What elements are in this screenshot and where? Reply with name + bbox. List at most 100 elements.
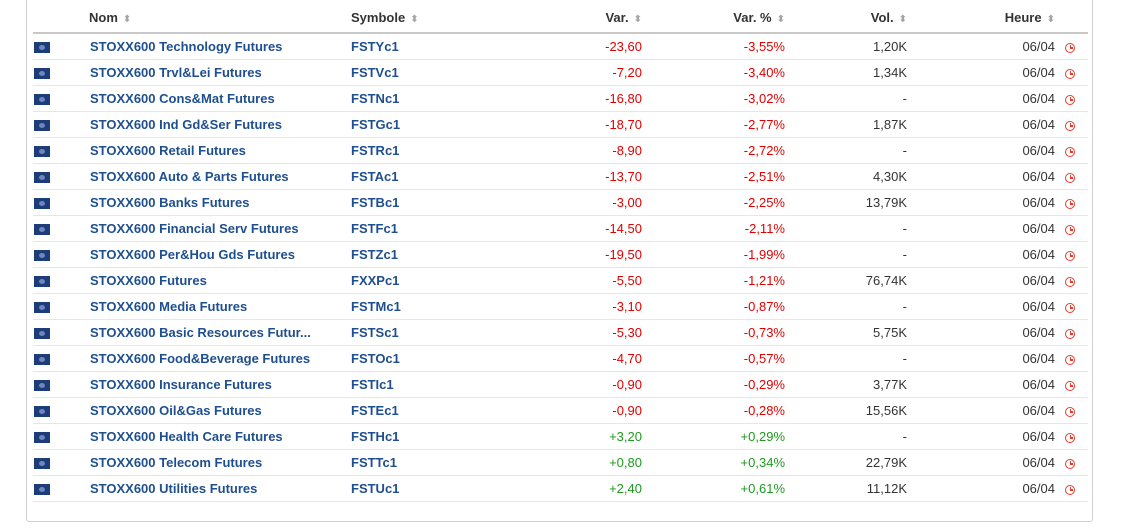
sort-icon[interactable]: ⬍ [1046, 13, 1055, 25]
symbol-link[interactable]: FSTMc1 [351, 293, 471, 320]
change-pct-value: +0,29% [642, 423, 785, 450]
symbol-link[interactable]: FSTBc1 [351, 189, 471, 216]
volume-value: - [785, 85, 907, 112]
clock-cell [1055, 241, 1088, 268]
time-value: 06/04 [907, 189, 1055, 216]
sort-desc-icon[interactable]: ⬍ [776, 13, 785, 25]
instrument-name-link[interactable]: STOXX600 Utilities Futures [89, 475, 351, 502]
clock-cell [1055, 371, 1088, 398]
header-volume[interactable]: Vol. ⬍ [785, 2, 907, 34]
symbol-link[interactable]: FSTUc1 [351, 475, 471, 502]
instrument-name-link[interactable]: STOXX600 Ind Gd&Ser Futures [89, 111, 351, 138]
symbol-link[interactable]: FSTGc1 [351, 111, 471, 138]
instrument-name-link[interactable]: STOXX600 Basic Resources Futur... [89, 319, 351, 346]
instrument-name-link[interactable]: STOXX600 Technology Futures [89, 33, 351, 60]
volume-value: - [785, 293, 907, 320]
instrument-name-link[interactable]: STOXX600 Financial Serv Futures [89, 215, 351, 242]
change-value: -5,50 [471, 267, 642, 294]
table-row: STOXX600 Food&Beverage Futures FSTOc1 -4… [33, 345, 1088, 372]
symbol-link[interactable]: FSTFc1 [351, 215, 471, 242]
time-value: 06/04 [907, 85, 1055, 112]
sort-icon[interactable]: ⬍ [633, 13, 642, 25]
time-value: 06/04 [907, 215, 1055, 242]
change-value: -5,30 [471, 319, 642, 346]
table-row: STOXX600 Oil&Gas Futures FSTEc1 -0,90 -0… [33, 397, 1088, 424]
symbol-link[interactable]: FSTTc1 [351, 449, 471, 476]
symbol-link[interactable]: FXXPc1 [351, 267, 471, 294]
flag-cell [33, 371, 89, 398]
change-value: -7,20 [471, 59, 642, 86]
header-name[interactable]: Nom ⬍ [89, 2, 351, 34]
table-row: STOXX600 Trvl&Lei Futures FSTVc1 -7,20 -… [33, 59, 1088, 86]
instrument-name-link[interactable]: STOXX600 Retail Futures [89, 137, 351, 164]
table-body: STOXX600 Technology Futures FSTYc1 -23,6… [33, 33, 1088, 502]
header-change[interactable]: Var. ⬍ [471, 2, 642, 34]
instrument-name-link[interactable]: STOXX600 Per&Hou Gds Futures [89, 241, 351, 268]
table-row: STOXX600 Financial Serv Futures FSTFc1 -… [33, 215, 1088, 242]
change-value: -19,50 [471, 241, 642, 268]
instrument-name-link[interactable]: STOXX600 Health Care Futures [89, 423, 351, 450]
flag-cell [33, 345, 89, 372]
eu-flag-icon [34, 406, 50, 418]
symbol-link[interactable]: FSTIc1 [351, 371, 471, 398]
instrument-name-link[interactable]: STOXX600 Auto & Parts Futures [89, 163, 351, 190]
flag-cell [33, 59, 89, 86]
instrument-name-link[interactable]: STOXX600 Trvl&Lei Futures [89, 59, 351, 86]
table-header-row: Nom ⬍ Symbole ⬍ Var. ⬍ Var. % ⬍ Vol. ⬍ Heure ⬍ [33, 2, 1088, 34]
header-flag [33, 2, 89, 34]
eu-flag-icon [34, 250, 50, 262]
symbol-link[interactable]: FSTYc1 [351, 33, 471, 60]
change-pct-value: -0,29% [642, 371, 785, 398]
instrument-name-link[interactable]: STOXX600 Insurance Futures [89, 371, 351, 398]
clock-cell [1055, 33, 1088, 60]
instrument-name-link[interactable]: STOXX600 Oil&Gas Futures [89, 397, 351, 424]
volume-value: 22,79K [785, 449, 907, 476]
eu-flag-icon [34, 328, 50, 340]
time-value: 06/04 [907, 59, 1055, 86]
symbol-link[interactable]: FSTSc1 [351, 319, 471, 346]
flag-cell [33, 111, 89, 138]
time-value: 06/04 [907, 449, 1055, 476]
symbol-link[interactable]: FSTZc1 [351, 241, 471, 268]
header-change-pct-label: Var. % [733, 9, 772, 25]
sort-icon[interactable]: ⬍ [410, 13, 419, 25]
clock-icon [1065, 406, 1075, 417]
symbol-link[interactable]: FSTVc1 [351, 59, 471, 86]
sort-icon[interactable]: ⬍ [122, 13, 132, 25]
header-clock [1055, 2, 1088, 34]
header-change-pct[interactable]: Var. % ⬍ [642, 2, 785, 34]
flag-cell [33, 85, 89, 112]
eu-flag-icon [34, 276, 50, 288]
change-value: -23,60 [471, 33, 642, 60]
change-pct-value: -0,28% [642, 397, 785, 424]
symbol-link[interactable]: FSTNc1 [351, 85, 471, 112]
symbol-link[interactable]: FSTHc1 [351, 423, 471, 450]
clock-cell [1055, 423, 1088, 450]
table-row: STOXX600 Per&Hou Gds Futures FSTZc1 -19,… [33, 241, 1088, 268]
instrument-name-link[interactable]: STOXX600 Telecom Futures [89, 449, 351, 476]
header-time[interactable]: Heure ⬍ [907, 2, 1055, 34]
time-value: 06/04 [907, 423, 1055, 450]
eu-flag-icon [34, 354, 50, 366]
volume-value: 11,12K [785, 475, 907, 502]
symbol-link[interactable]: FSTOc1 [351, 345, 471, 372]
eu-flag-icon [34, 432, 50, 444]
clock-cell [1055, 163, 1088, 190]
instrument-name-link[interactable]: STOXX600 Futures [89, 267, 351, 294]
instrument-name-link[interactable]: STOXX600 Food&Beverage Futures [89, 345, 351, 372]
sort-icon[interactable]: ⬍ [898, 13, 907, 25]
header-name-label: Nom [89, 9, 118, 25]
table-row: STOXX600 Basic Resources Futur... FSTSc1… [33, 319, 1088, 346]
symbol-link[interactable]: FSTRc1 [351, 137, 471, 164]
volume-value: - [785, 137, 907, 164]
instrument-name-link[interactable]: STOXX600 Cons&Mat Futures [89, 85, 351, 112]
flag-cell [33, 475, 89, 502]
volume-value: 76,74K [785, 267, 907, 294]
table-row: STOXX600 Utilities Futures FSTUc1 +2,40 … [33, 475, 1088, 502]
header-symbol[interactable]: Symbole ⬍ [351, 2, 471, 34]
symbol-link[interactable]: FSTEc1 [351, 397, 471, 424]
instrument-name-link[interactable]: STOXX600 Media Futures [89, 293, 351, 320]
symbol-link[interactable]: FSTAc1 [351, 163, 471, 190]
instrument-name-link[interactable]: STOXX600 Banks Futures [89, 189, 351, 216]
clock-icon [1065, 354, 1075, 365]
